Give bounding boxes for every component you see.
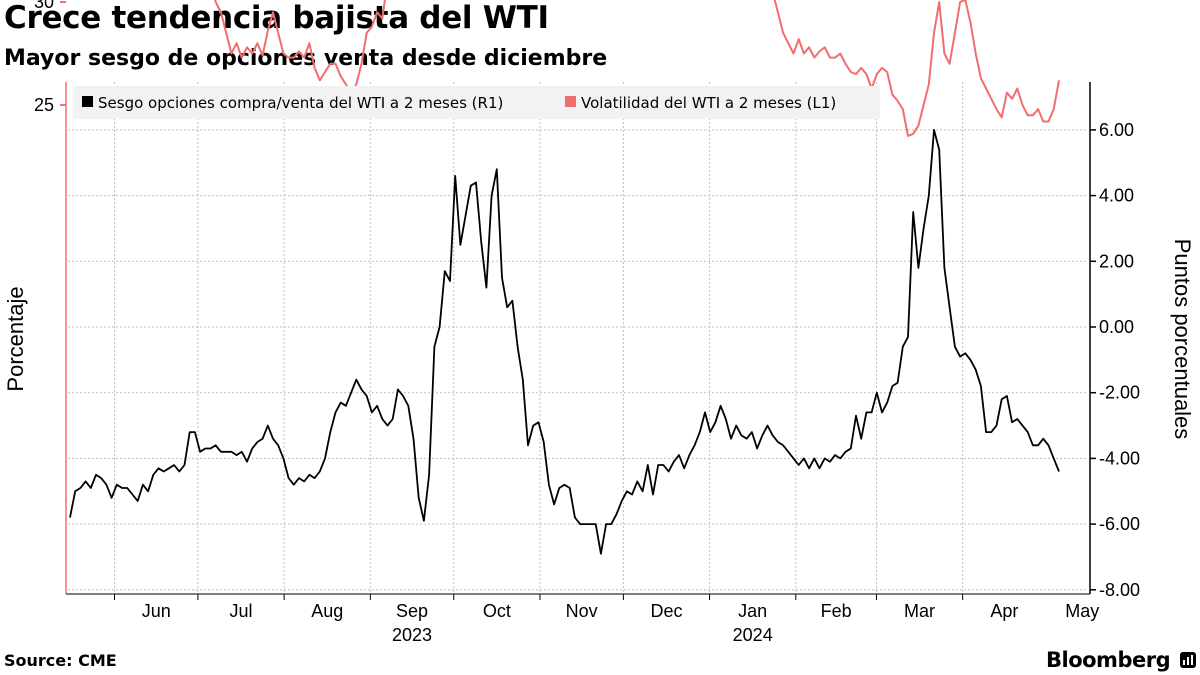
- legend: Sesgo opciones compra/venta del WTI a 2 …: [74, 86, 880, 119]
- x-tick-label: Apr: [990, 601, 1018, 621]
- legend-label-skew: Sesgo opciones compra/venta del WTI a 2 …: [98, 94, 503, 112]
- x-tick-label: May: [1065, 601, 1099, 621]
- right-tick-label: -6.00: [1099, 514, 1140, 534]
- x-tick-label: Jul: [230, 601, 253, 621]
- grid-lines: [68, 82, 1088, 594]
- series-lines: [69, 0, 1060, 555]
- x-tick-label: Dec: [650, 601, 682, 621]
- left-tick-label: 30: [34, 0, 54, 12]
- legend-label-vol: Volatilidad del WTI a 2 meses (L1): [581, 94, 836, 112]
- legend-background: [74, 86, 880, 119]
- axes: 25303540456.004.002.000.00-2.00-4.00-6.0…: [34, 0, 1140, 645]
- source-note: Source: CME: [4, 651, 117, 670]
- y-axis-label-left: Porcentaje: [3, 286, 28, 391]
- bloomberg-logo: Bloomberg: [1046, 648, 1171, 672]
- right-tick-label: 2.00: [1099, 251, 1134, 271]
- x-tick-label: Jan: [738, 601, 767, 621]
- y-axis-label-right: Puntos porcentuales: [1170, 239, 1195, 440]
- x-tick-label: Sep: [396, 601, 428, 621]
- x-year-label: 2024: [733, 625, 773, 645]
- right-tick-label: -4.00: [1099, 448, 1140, 468]
- series-line-skew: [69, 129, 1060, 555]
- x-tick-label: Jun: [142, 601, 171, 621]
- series-line-volatility: [214, 0, 1060, 137]
- right-tick-label: 4.00: [1099, 186, 1134, 206]
- chart-subtitle: Mayor sesgo de opciones venta desde dici…: [4, 46, 608, 71]
- legend-swatch-vol: [565, 96, 576, 107]
- right-tick-label: -8.00: [1099, 580, 1140, 600]
- x-tick-label: Feb: [821, 601, 852, 621]
- x-tick-label: Aug: [311, 601, 343, 621]
- x-tick-label: Mar: [904, 601, 935, 621]
- x-year-label: 2023: [392, 625, 432, 645]
- right-tick-label: -2.00: [1099, 383, 1140, 403]
- bloomberg-terminal-icon: [1180, 652, 1196, 668]
- right-tick-label: 6.00: [1099, 120, 1134, 140]
- x-tick-label: Oct: [483, 601, 511, 621]
- legend-swatch-skew: [82, 96, 93, 107]
- x-tick-label: Nov: [566, 601, 598, 621]
- right-tick-label: 0.00: [1099, 317, 1134, 337]
- left-tick-label: 25: [34, 95, 54, 115]
